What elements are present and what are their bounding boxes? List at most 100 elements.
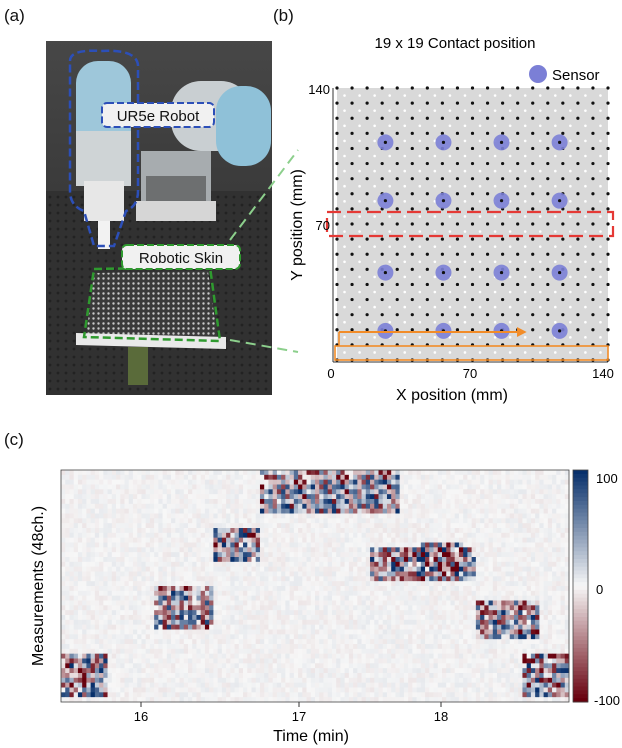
heatmap-cell — [484, 513, 489, 519]
heatmap-cell — [213, 619, 218, 625]
heatmap-cell — [484, 581, 489, 587]
heatmap-cell — [238, 484, 244, 490]
heatmap-cell — [158, 566, 163, 572]
heatmap-cell — [276, 610, 282, 616]
contact-point — [470, 116, 475, 120]
heatmap-cell — [238, 639, 244, 645]
heatmap-cell — [560, 503, 566, 509]
heatmap-cell — [560, 552, 566, 558]
heatmap-cell — [467, 557, 472, 563]
heatmap-cell — [408, 566, 413, 572]
heatmap-cell — [480, 590, 485, 596]
heatmap-cell — [166, 590, 172, 596]
heatmap-cell — [336, 513, 341, 519]
heatmap-cell — [560, 528, 566, 534]
heatmap-cell — [77, 479, 83, 485]
heatmap-cell — [158, 590, 163, 596]
heatmap-cell — [230, 552, 235, 558]
heatmap-cell — [535, 561, 540, 567]
heatmap-cell — [141, 595, 146, 601]
contact-point — [591, 207, 595, 211]
heatmap-cell — [530, 629, 536, 635]
heatmap-cell — [116, 552, 121, 558]
heatmap-cell — [378, 615, 384, 621]
heatmap-cell — [315, 494, 320, 500]
heatmap-cell — [94, 634, 100, 640]
heatmap-cell — [501, 508, 506, 514]
grid-gap-dot — [478, 290, 482, 294]
heatmap-cell — [497, 619, 502, 625]
heatmap-cell — [344, 489, 350, 495]
heatmap-cell — [243, 586, 248, 592]
heatmap-cell — [484, 532, 489, 538]
heatmap-cell — [315, 576, 320, 582]
heatmap-cell — [82, 566, 87, 572]
heatmap-cell — [145, 557, 151, 563]
heatmap-cell — [488, 576, 494, 582]
heatmap-cell — [454, 586, 460, 592]
heatmap-cell — [128, 586, 134, 592]
heatmap-cell — [433, 571, 439, 577]
heatmap-cell — [141, 634, 146, 640]
heatmap-cell — [259, 503, 265, 509]
heatmap-cell — [437, 484, 443, 490]
heatmap-cell — [94, 494, 100, 500]
heatmap-cell — [425, 610, 430, 616]
heatmap-cell — [230, 600, 235, 606]
heatmap-cell — [492, 566, 498, 572]
heatmap-cell — [166, 557, 172, 563]
heatmap-cell — [61, 576, 66, 582]
heatmap-cell — [82, 537, 87, 543]
heatmap-cell — [535, 634, 540, 640]
heatmap-cell — [86, 634, 91, 640]
grid-gap-dot — [358, 260, 361, 264]
heatmap-cell — [61, 518, 66, 524]
heatmap-cell — [484, 484, 489, 490]
heatmap-cell — [65, 586, 70, 592]
heatmap-cell — [73, 566, 79, 572]
heatmap-cell — [61, 639, 66, 645]
heatmap-cell — [137, 595, 142, 601]
heatmap-cell — [395, 508, 400, 514]
heatmap-cell — [543, 494, 549, 500]
heatmap-cell — [73, 634, 79, 640]
heatmap-cell — [513, 523, 519, 529]
heatmap-cell — [188, 494, 193, 500]
heatmap-cell — [204, 634, 210, 640]
heatmap-cell — [276, 634, 282, 640]
heatmap-cell — [289, 474, 295, 480]
heatmap-cell — [200, 499, 206, 505]
heatmap-cell — [298, 619, 303, 625]
heatmap-cell — [171, 532, 176, 538]
heatmap-cell — [365, 528, 371, 534]
heatmap-cell — [463, 547, 468, 553]
heatmap-cell — [391, 474, 396, 480]
heatmap-cell — [467, 590, 472, 596]
heatmap-cell — [192, 600, 197, 606]
heatmap-cell — [65, 615, 70, 621]
heatmap-cell — [386, 557, 392, 563]
heatmap-cell — [471, 586, 477, 592]
heatmap-cell — [331, 634, 337, 640]
heatmap-cell — [365, 615, 371, 621]
heatmap-cell — [90, 503, 96, 509]
heatmap-cell — [463, 513, 468, 519]
heatmap-cell — [183, 624, 189, 630]
heatmap-cell — [77, 513, 83, 519]
heatmap-cell — [82, 547, 87, 553]
grid-gap-dot — [358, 169, 361, 173]
heatmap-cell — [302, 624, 307, 630]
heatmap-cell — [336, 600, 341, 606]
heatmap-cell — [403, 586, 409, 592]
heatmap-cell — [509, 605, 515, 611]
heatmap-cell — [259, 586, 265, 592]
heatmap-cell — [171, 610, 176, 616]
contact-point — [350, 101, 354, 105]
contact-point — [410, 328, 414, 332]
heatmap-cell — [386, 615, 392, 621]
heatmap-cell — [238, 586, 244, 592]
heatmap-cell — [154, 605, 159, 611]
heatmap-cell — [255, 508, 261, 514]
heatmap-cell — [492, 528, 498, 534]
heatmap-cell — [217, 508, 223, 514]
